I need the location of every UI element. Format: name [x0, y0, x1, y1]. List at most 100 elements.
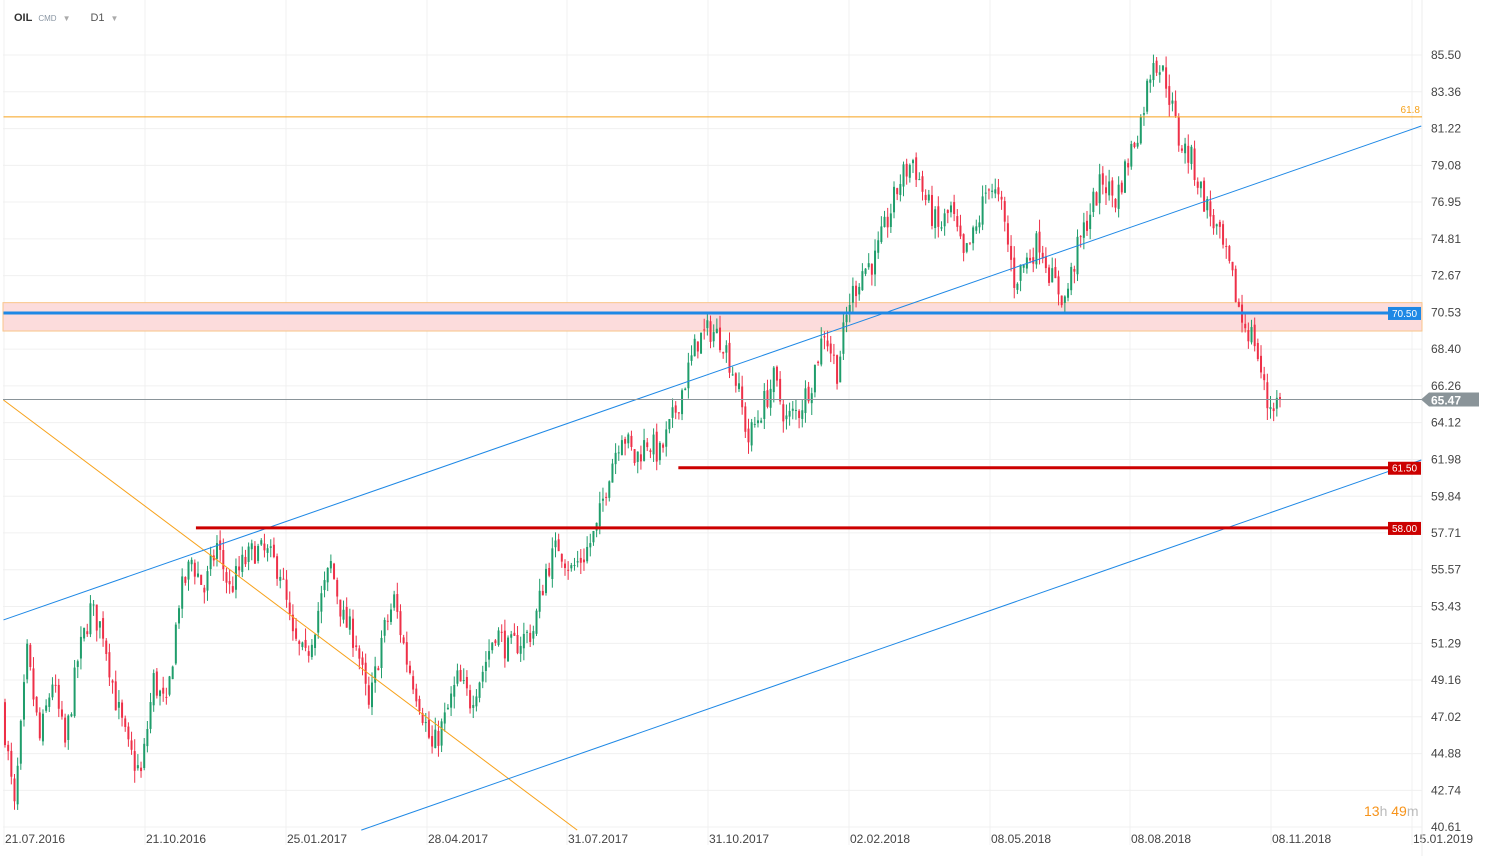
candle-body: [510, 634, 513, 638]
candle-body: [1032, 257, 1035, 264]
candle: [1180, 144, 1183, 153]
candle-body: [652, 434, 655, 455]
candle: [465, 670, 468, 696]
candle-body: [677, 412, 680, 414]
candle-body: [775, 366, 778, 381]
candle-body: [1212, 214, 1215, 229]
candle-body: [276, 556, 279, 579]
candle-body: [823, 336, 826, 338]
candle: [421, 707, 424, 726]
candle: [108, 643, 111, 686]
candle: [174, 622, 177, 666]
candle: [589, 533, 592, 557]
candle-body: [92, 604, 95, 606]
candle-body: [307, 651, 310, 656]
candle: [121, 699, 124, 727]
candle-body: [896, 188, 899, 195]
candle: [295, 618, 298, 642]
candle: [102, 611, 105, 647]
candle: [196, 561, 199, 578]
candle-body: [209, 554, 212, 570]
candle: [551, 537, 554, 588]
candle-body: [820, 338, 823, 365]
candle-body: [1082, 222, 1085, 238]
candle: [1149, 74, 1152, 93]
symbol-dropdown-icon[interactable]: ▼: [62, 13, 71, 23]
candle: [921, 170, 924, 201]
candle-body: [646, 442, 649, 448]
candle: [481, 665, 484, 689]
channel-upper-line: [3, 125, 1422, 621]
candle: [639, 445, 642, 470]
candle-body: [861, 271, 864, 291]
candle-body: [617, 452, 620, 454]
candle-body: [396, 594, 399, 612]
candle-body: [329, 561, 332, 569]
candle: [810, 387, 813, 416]
candle: [1013, 246, 1016, 299]
candle-body: [627, 434, 630, 444]
candle: [582, 548, 585, 571]
candle-body: [1279, 397, 1281, 400]
candle: [48, 693, 51, 713]
candle: [1218, 219, 1221, 239]
candle-body: [598, 503, 601, 527]
candle-body: [1114, 198, 1117, 208]
candle: [775, 365, 778, 387]
y-tick-label: 61.98: [1431, 452, 1461, 466]
candle-body: [383, 619, 386, 636]
candle: [734, 372, 737, 393]
timeframe-label[interactable]: D1: [90, 12, 105, 24]
candle: [152, 669, 155, 712]
candle: [1203, 177, 1206, 212]
candle-body: [1067, 288, 1070, 298]
candle-body: [1203, 180, 1206, 212]
candle-body: [159, 690, 162, 697]
candle-body: [241, 554, 244, 572]
candle: [124, 715, 127, 732]
candle: [662, 442, 665, 453]
candle-body: [434, 729, 437, 748]
candle: [927, 189, 930, 204]
candle: [949, 201, 952, 218]
support-61.50-tag: [1388, 461, 1421, 475]
candle-body: [374, 666, 377, 683]
candle: [355, 635, 358, 651]
candle-body: [741, 386, 744, 408]
candle-body: [421, 713, 424, 723]
candle: [149, 692, 152, 734]
candle-body: [1168, 86, 1171, 105]
candle-body: [298, 641, 301, 644]
candle: [1237, 298, 1240, 308]
candle-body: [886, 216, 889, 228]
candle: [323, 571, 326, 598]
candle: [453, 676, 456, 709]
candle: [1098, 163, 1101, 215]
candle-body: [41, 713, 44, 742]
candle-body: [772, 367, 775, 393]
candle: [712, 324, 715, 348]
candle-body: [1244, 323, 1247, 329]
candle-body: [124, 718, 127, 727]
candle-body: [807, 386, 810, 402]
candle: [26, 639, 29, 684]
channel-lower-line: [361, 459, 1422, 831]
candle: [396, 582, 399, 619]
candle-body: [579, 557, 582, 563]
candle: [829, 335, 832, 363]
candle: [684, 387, 687, 391]
y-tick-label: 55.57: [1431, 563, 1461, 577]
candle-body: [560, 553, 563, 562]
candle-body: [446, 707, 449, 710]
candle: [785, 404, 788, 430]
candle: [339, 599, 342, 627]
candle-body: [962, 234, 965, 253]
candle: [700, 332, 703, 355]
symbol-label[interactable]: OIL: [14, 12, 33, 24]
candle-body: [437, 730, 440, 746]
candle-body: [1228, 246, 1231, 261]
candle-body: [690, 355, 693, 361]
timeframe-dropdown-icon[interactable]: ▼: [110, 13, 119, 23]
candle: [162, 676, 165, 702]
